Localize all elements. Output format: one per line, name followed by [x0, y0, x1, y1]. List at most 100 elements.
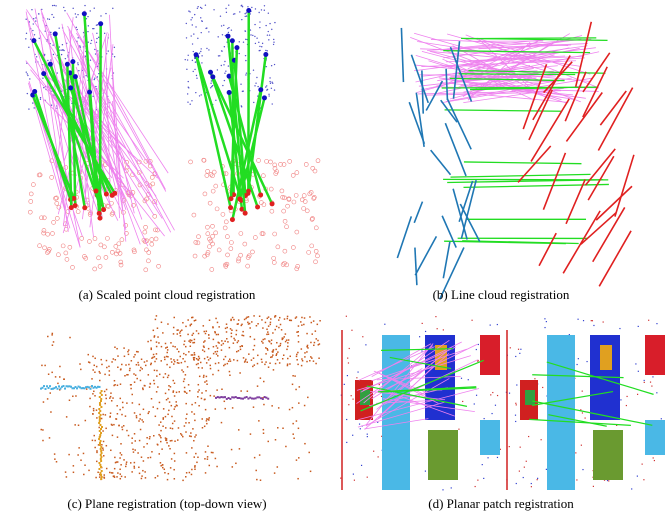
keypoint: [82, 11, 87, 16]
source-point: [242, 6, 243, 7]
source-point: [51, 104, 52, 105]
target-point: [50, 232, 54, 236]
source-point: [227, 28, 228, 29]
scan-point: [367, 436, 368, 437]
plane-point: [59, 376, 61, 378]
plane-point: [110, 450, 112, 452]
scan-point: [497, 395, 498, 396]
keypoint: [227, 90, 232, 95]
target-point: [314, 226, 318, 230]
plane-point: [292, 423, 294, 425]
target-point: [217, 248, 221, 252]
plane-point: [170, 467, 172, 469]
plane-point: [313, 345, 315, 347]
source-point: [94, 78, 95, 79]
plane-point: [212, 327, 214, 329]
plane-point: [150, 383, 152, 385]
target-point: [104, 255, 108, 259]
plane-point: [213, 346, 215, 348]
plane-point: [160, 465, 162, 467]
keypoint: [98, 21, 103, 26]
plane-point: [173, 469, 175, 471]
plane-point: [65, 471, 67, 473]
plane-point: [131, 442, 133, 444]
scan-point: [516, 384, 517, 385]
source-point: [90, 10, 91, 11]
plane-point: [221, 349, 223, 351]
source-point: [245, 31, 246, 32]
plane-point: [156, 358, 158, 360]
plane-point: [113, 424, 115, 426]
plane-point: [195, 453, 197, 455]
plane-point: [238, 397, 240, 399]
plane-point: [208, 348, 210, 350]
plane-point: [186, 472, 188, 474]
plane-point: [287, 363, 289, 365]
plane-point: [98, 438, 100, 440]
plane-point: [192, 428, 194, 430]
plane-point: [229, 358, 231, 360]
plane-point: [207, 458, 209, 460]
scan-point: [362, 336, 363, 337]
plane-point: [207, 445, 209, 447]
keypoint: [246, 189, 251, 194]
plane-point: [150, 347, 152, 349]
source-point: [190, 19, 191, 20]
plane-point: [126, 463, 128, 465]
plane-point: [232, 466, 234, 468]
scan-point: [421, 350, 422, 351]
scan-point: [582, 391, 583, 392]
plane-point: [100, 458, 102, 460]
target-point: [98, 264, 102, 268]
keypoint: [93, 188, 98, 193]
plane-point: [180, 335, 182, 337]
plane-point: [104, 477, 106, 479]
plane-point: [176, 392, 178, 394]
scan-point: [346, 442, 347, 443]
plane-point: [249, 323, 251, 325]
caption-a: (a) Scaled point cloud registration: [0, 287, 334, 303]
keypoint: [101, 207, 106, 212]
source-point: [29, 78, 30, 79]
plane-point: [277, 351, 279, 353]
plane-point: [159, 435, 161, 437]
figure-art: [0, 0, 668, 519]
source-point: [51, 14, 52, 15]
plane-point: [306, 351, 308, 353]
plane-point: [178, 391, 180, 393]
source-point: [91, 40, 92, 41]
target-line: [531, 99, 569, 162]
plane-point: [94, 372, 96, 374]
plane-point: [94, 395, 96, 397]
plane-point: [204, 458, 206, 460]
plane-point: [194, 436, 196, 438]
plane-point: [257, 363, 259, 365]
plane-point: [96, 409, 98, 411]
plane-point: [55, 376, 57, 378]
source-point: [194, 14, 195, 15]
keypoint: [210, 74, 215, 79]
plane-point: [190, 436, 192, 438]
source-point: [95, 86, 96, 87]
plane-point: [248, 316, 250, 318]
plane-point: [240, 390, 242, 392]
keypoint: [230, 38, 235, 43]
plane-point: [187, 366, 189, 368]
target-point: [280, 189, 284, 193]
plane-point: [99, 402, 101, 404]
plane-point: [101, 364, 103, 366]
plane-point: [133, 451, 135, 453]
plane-point: [202, 427, 204, 429]
plane-point: [136, 417, 138, 419]
plane-point: [191, 474, 193, 476]
scan-point: [482, 464, 483, 465]
plane-point: [230, 328, 232, 330]
source-point: [245, 60, 246, 61]
plane-point: [278, 407, 280, 409]
scan-point: [346, 419, 347, 420]
plane-point: [267, 441, 269, 443]
plane-point: [231, 333, 233, 335]
plane-point: [155, 416, 157, 418]
scan-point: [593, 486, 594, 487]
plane-point: [285, 446, 287, 448]
